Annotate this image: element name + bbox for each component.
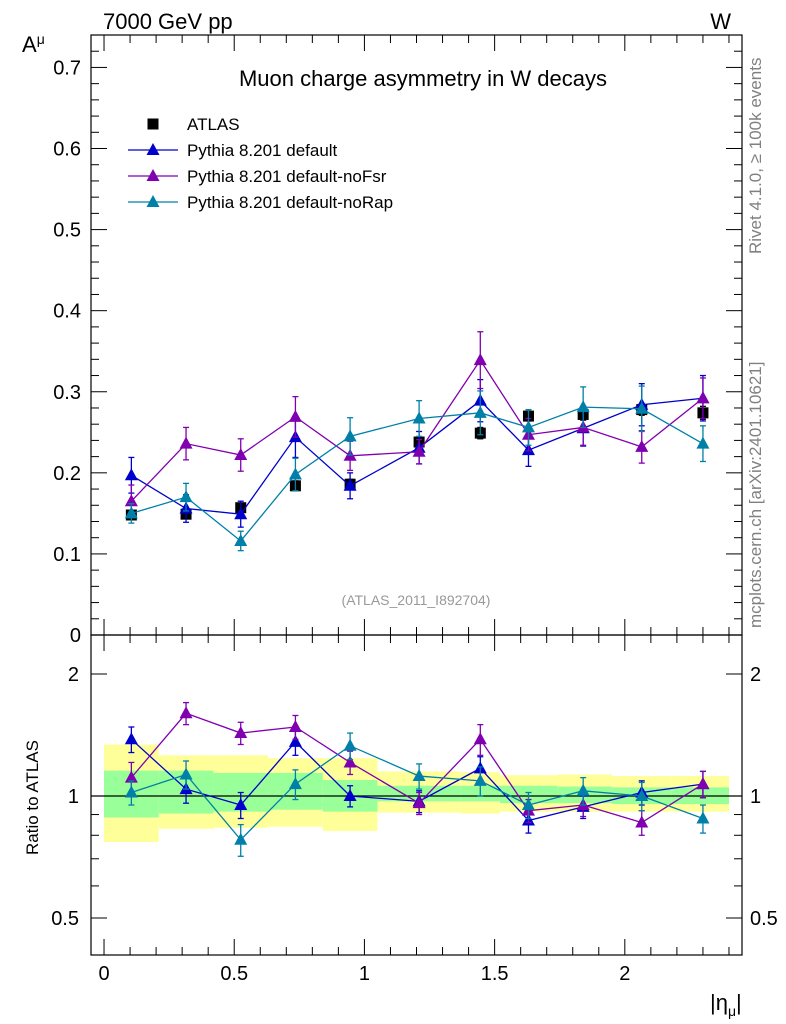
- data-point: [124, 494, 138, 507]
- ratio-series-pythia-8-201-default-norap: [124, 732, 710, 857]
- ratio-data-point: [288, 777, 302, 790]
- ratio-data-point: [521, 798, 535, 811]
- x-axis: 0 0.5 1 1.5 2: [98, 35, 730, 985]
- y-tick-label: 0.6: [53, 139, 81, 161]
- ratio-y-axis-label: Ratio to ATLAS: [23, 740, 42, 855]
- data-point: [288, 467, 302, 480]
- ratio-data-point: [179, 706, 193, 719]
- ratio-data-point: [234, 726, 248, 739]
- y-tick-label: 0.7: [53, 57, 81, 79]
- ratio-data-point: [234, 832, 248, 845]
- y-tick-label: 0.5: [53, 220, 81, 242]
- ratio-data-point: [696, 777, 710, 790]
- ratio-data-point: [288, 734, 302, 747]
- ratio-tick-label-right: 0.5: [750, 908, 778, 930]
- y-axis-label-sub: μ: [37, 31, 45, 47]
- x-axis-label-sub: μ: [728, 1003, 736, 1019]
- legend-marker: [146, 169, 160, 181]
- legend: ATLAS Pythia 8.201 default Pythia 8.201 de…: [128, 115, 393, 212]
- data-point: [412, 444, 426, 457]
- data-point: [179, 436, 193, 449]
- x-tick-label: 2: [619, 963, 630, 985]
- rivet-side-label: Rivet 4.1.0, ≥ 100k events: [746, 58, 765, 254]
- ratio-data-point: [179, 767, 193, 780]
- data-point: [124, 468, 138, 481]
- x-axis-label: |ημ|: [710, 990, 742, 1019]
- data-point: [234, 448, 248, 460]
- analysis-label: (ATLAS_2011_I892704): [342, 592, 491, 608]
- ratio-tick-label: 2: [68, 664, 79, 686]
- data-point: [124, 506, 138, 519]
- mcplots-side-label: mcplots.cern.ch [arXiv:2401.10621]: [746, 362, 765, 628]
- ratio-data-point: [124, 785, 138, 798]
- ratio-y-axis: 0.5 0.5 1 1 2 2: [51, 664, 778, 930]
- legend-label: Pythia 8.201 default-noRap: [187, 193, 393, 212]
- data-point: [179, 490, 193, 503]
- data-point: [234, 507, 248, 520]
- y-tick-label: 0.2: [53, 463, 81, 485]
- ratio-data-point: [576, 783, 590, 796]
- series-pythia-8-201-default-nofsr: [124, 331, 710, 519]
- ratio-tick-label-right: 2: [750, 664, 761, 686]
- x-tick-label: 0.5: [220, 963, 248, 985]
- y-tick-label: 0.4: [53, 301, 81, 323]
- x-axis-label-end: |: [736, 990, 742, 1015]
- data-point: [521, 420, 535, 433]
- ratio-data-point: [343, 789, 357, 801]
- data-point: [234, 533, 248, 546]
- ratio-data: [124, 701, 710, 857]
- ratio-data-point: [343, 738, 357, 751]
- data-point: [473, 405, 487, 418]
- main-y-axis: 0 0.1 0.2 0.3 0.4 0.5 0.6 0.7: [53, 34, 742, 647]
- ratio-data-point: [124, 770, 138, 783]
- legend-marker: [146, 195, 160, 207]
- main-data: [124, 331, 710, 552]
- ratio-data-point: [473, 773, 487, 786]
- y-tick-label: 0.1: [53, 544, 81, 566]
- legend-marker: [146, 143, 160, 155]
- data-point: [343, 478, 357, 491]
- ratio-data-point: [343, 755, 357, 768]
- y-axis-label: Aμ: [22, 31, 45, 57]
- series-line: [130, 358, 704, 502]
- ratio-data-point: [696, 811, 710, 824]
- header-right-label: W: [710, 9, 731, 34]
- ratio-data-point: [635, 815, 649, 828]
- ratio-data-point: [288, 719, 302, 732]
- x-tick-label: 1: [359, 963, 370, 985]
- data-point: [635, 401, 649, 414]
- ratio-data-point: [635, 789, 649, 801]
- legend-label: Pythia 8.201 default-noFsr: [187, 167, 387, 186]
- data-point: [696, 391, 710, 404]
- header-left-label: 7000 GeV pp: [103, 9, 233, 34]
- y-tick-label: 0.3: [53, 382, 81, 404]
- legend-label: ATLAS: [187, 115, 240, 134]
- chart-title: Muon charge asymmetry in W decays: [239, 66, 607, 91]
- data-point: [473, 353, 487, 366]
- legend-label: Pythia 8.201 default: [187, 141, 338, 160]
- ratio-data-point: [412, 769, 426, 782]
- series-line: [131, 406, 704, 542]
- ratio-data-point: [234, 798, 248, 811]
- data-point: [412, 411, 426, 424]
- ratio-data-point: [412, 796, 426, 809]
- data-point: [635, 439, 649, 452]
- ratio-data-point: [473, 732, 487, 745]
- legend-marker: [147, 118, 159, 130]
- data-point: [288, 409, 302, 422]
- data-point: [696, 436, 710, 449]
- ratio-tick-label: 1: [68, 786, 79, 808]
- ratio-data-point: [124, 732, 138, 745]
- data-point: [343, 429, 357, 442]
- ratio-tick-label: 0.5: [51, 908, 79, 930]
- x-tick-label: 1.5: [481, 963, 509, 985]
- x-tick-label: 0: [98, 963, 109, 985]
- series-pythia-8-201-default-norap: [124, 385, 710, 552]
- y-tick-label: 0: [70, 625, 81, 647]
- ratio-tick-label-right: 1: [750, 786, 761, 808]
- data-point: [576, 400, 590, 413]
